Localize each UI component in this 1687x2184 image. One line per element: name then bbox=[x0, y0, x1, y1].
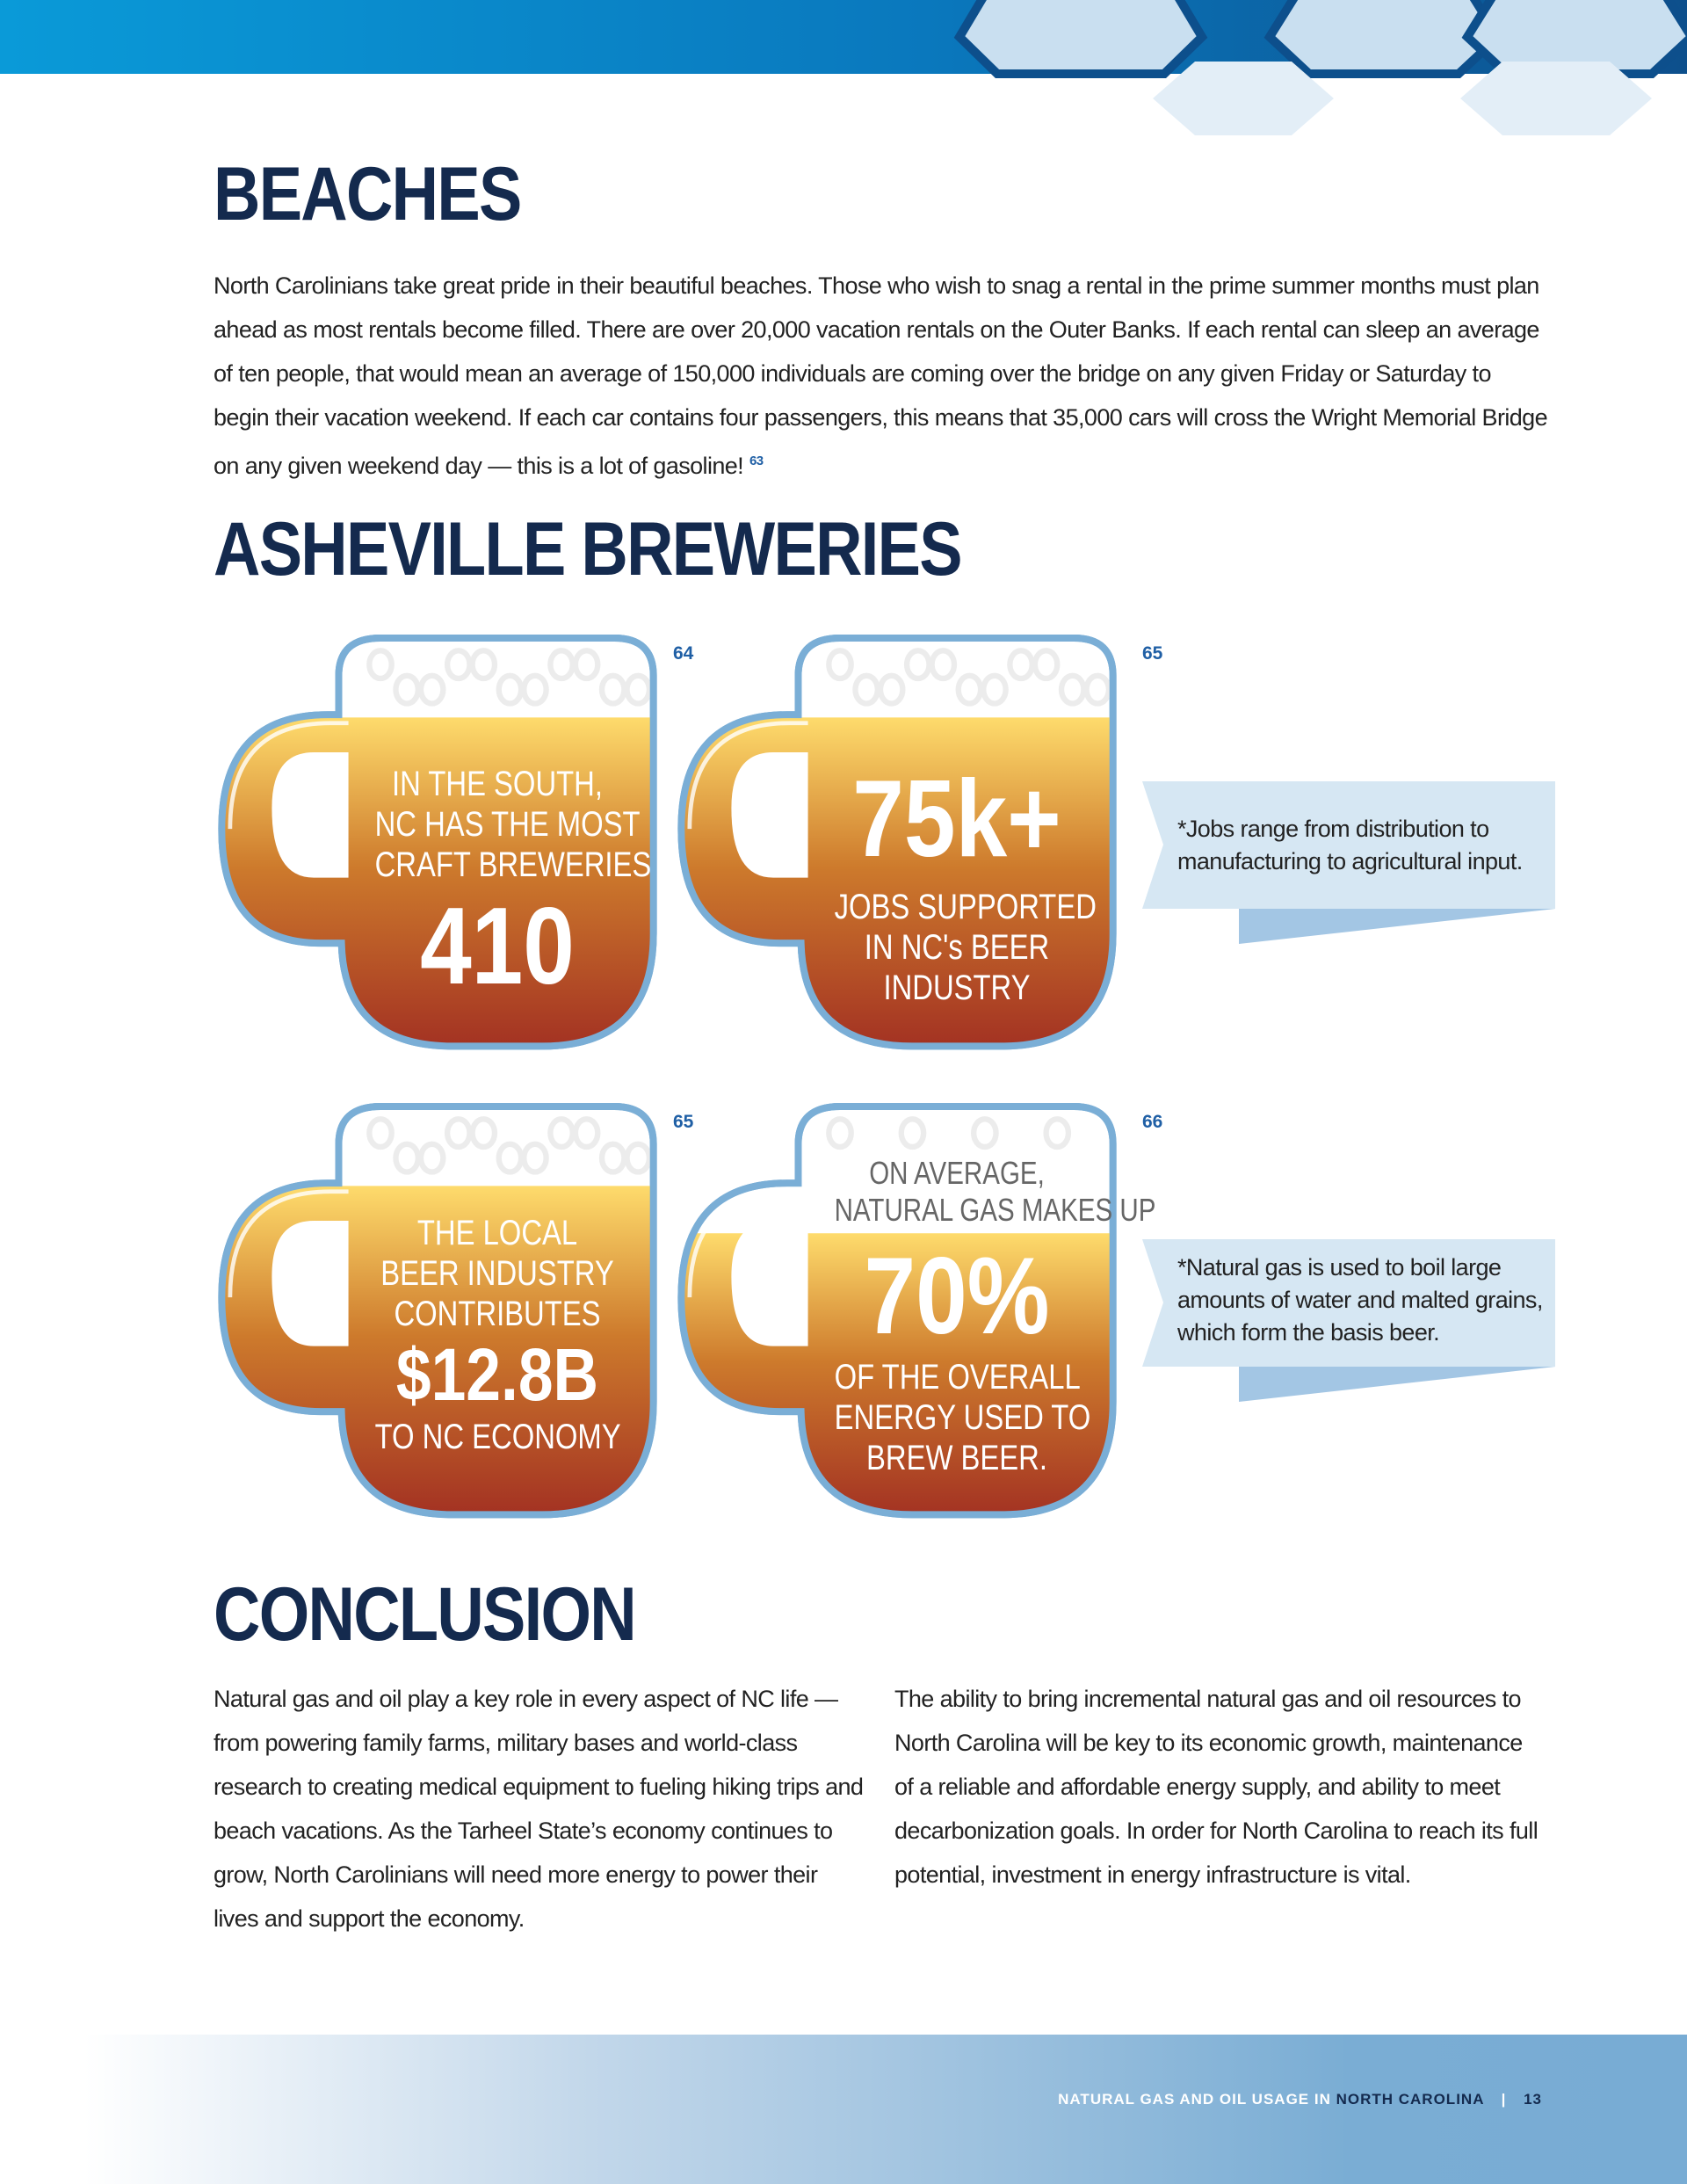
mug-infographic-jobs: 75k+ JOBS SUPPORTED IN NC's BEER INDUSTR… bbox=[676, 634, 1119, 1052]
footer-title-a: NATURAL GAS AND OIL USAGE IN bbox=[1058, 2091, 1331, 2108]
caption-line: CONTRIBUTES bbox=[394, 1295, 601, 1333]
foam-bubble bbox=[366, 1116, 395, 1150]
footnote-ref: 64 bbox=[673, 643, 694, 664]
caption-line: BREW BEER. bbox=[866, 1439, 1047, 1477]
foam-bubble bbox=[496, 672, 525, 707]
breweries-heading: ASHEVILLE BREWERIES bbox=[214, 507, 963, 591]
footnote-ref: 65 bbox=[1142, 643, 1163, 664]
foam-bubble bbox=[826, 648, 854, 682]
mug-infographic-economy: THE LOCAL BEER INDUSTRY CONTRIBUTES $12.… bbox=[216, 1102, 659, 1520]
caption-line: OF THE OVERALL bbox=[834, 1358, 1081, 1397]
hexagon-decoration bbox=[953, 0, 1687, 135]
mug-handle-hole bbox=[731, 751, 808, 878]
foam-bubble bbox=[1007, 648, 1035, 682]
footer-title: NATURAL GAS AND OIL USAGE IN NORTH CAROL… bbox=[1058, 2091, 1542, 2108]
footer-title-b: NORTH CAROLINA bbox=[1336, 2091, 1484, 2108]
foam-bubble bbox=[929, 648, 958, 682]
mug-caption-above: ON AVERAGE, NATURAL GAS MAKES UP bbox=[834, 1155, 1156, 1229]
foam-bubble bbox=[903, 648, 932, 682]
mug-infographic-craft-breweries: IN THE SOUTH, NC HAS THE MOST CRAFT BREW… bbox=[216, 634, 659, 1052]
mug-caption: JOBS SUPPORTED IN NC's BEER INDUSTRY bbox=[834, 887, 1097, 1008]
footnote-ref: 66 bbox=[1142, 1112, 1163, 1132]
note-text: *Jobs range from distribution to manufac… bbox=[1177, 816, 1523, 874]
caption-line: NATURAL GAS MAKES UP bbox=[834, 1192, 1156, 1228]
caption-line: IN NC's BEER bbox=[864, 928, 1050, 967]
foam-bubble bbox=[1043, 1116, 1072, 1150]
note-text: *Natural gas is used to boil large amoun… bbox=[1177, 1254, 1543, 1346]
note-ribbon-natural-gas: *Natural gas is used to boil large amoun… bbox=[1142, 1239, 1555, 1402]
beaches-paragraph: North Carolinians take great pride in th… bbox=[214, 264, 1549, 488]
stat-value: 410 bbox=[420, 886, 575, 1007]
foam-bubble bbox=[393, 1141, 421, 1175]
caption-line: BEER INDUSTRY bbox=[380, 1254, 614, 1293]
footnote-ref: 63 bbox=[749, 453, 764, 468]
mug-handle-hole bbox=[731, 1220, 808, 1346]
beer-mug-icon bbox=[677, 635, 1117, 1050]
foam-bubble bbox=[852, 672, 880, 707]
foam-bubble bbox=[444, 1116, 473, 1150]
foam-bubble bbox=[547, 1116, 576, 1150]
footer-band: NATURAL GAS AND OIL USAGE IN NORTH CAROL… bbox=[0, 2035, 1687, 2184]
mug-caption: OF THE OVERALL ENERGY USED TO BREW BEER. bbox=[834, 1357, 1091, 1478]
caption-line: CRAFT BREWERIES bbox=[374, 845, 652, 884]
caption-line: NC HAS THE MOST bbox=[374, 805, 641, 844]
foam-bubble bbox=[366, 648, 395, 682]
foam-bubble bbox=[898, 1116, 927, 1150]
caption-line: ENERGY USED TO bbox=[834, 1398, 1091, 1437]
foam-bubble bbox=[971, 1116, 999, 1150]
beaches-text: North Carolinians take great pride in th… bbox=[214, 272, 1548, 479]
beaches-heading: BEACHES bbox=[214, 152, 522, 236]
caption-line: INDUSTRY bbox=[883, 969, 1031, 1007]
foam-bubble bbox=[598, 1141, 627, 1175]
mug-infographic-energy: ON AVERAGE, NATURAL GAS MAKES UP 70% OF … bbox=[676, 1102, 1156, 1520]
foam-bubble bbox=[444, 648, 473, 682]
stat-value: 70% bbox=[864, 1236, 1050, 1357]
page-number: 13 bbox=[1524, 2091, 1542, 2108]
caption-line: ON AVERAGE, bbox=[869, 1155, 1045, 1191]
foam-bubble bbox=[1058, 672, 1087, 707]
foam-bubble bbox=[826, 1116, 854, 1150]
note-ribbon-jobs: *Jobs range from distribution to manufac… bbox=[1142, 781, 1555, 944]
foam-bubble bbox=[547, 648, 576, 682]
caption-line: JOBS SUPPORTED bbox=[834, 888, 1097, 926]
mug-caption: IN THE SOUTH, NC HAS THE MOST CRAFT BREW… bbox=[374, 764, 652, 885]
stat-value: $12.8B bbox=[395, 1333, 599, 1416]
foam-bubble bbox=[393, 672, 421, 707]
mug-caption: THE LOCAL BEER INDUSTRY CONTRIBUTES bbox=[375, 1213, 620, 1334]
conclusion-heading: CONCLUSION bbox=[214, 1572, 637, 1657]
footnote-ref: 65 bbox=[673, 1112, 694, 1132]
caption-line: IN THE SOUTH, bbox=[392, 765, 603, 803]
conclusion-column-1: Natural gas and oil play a key role in e… bbox=[214, 1686, 864, 1932]
mug-handle-hole bbox=[272, 1220, 349, 1346]
caption-line: TO NC ECONOMY bbox=[374, 1418, 621, 1456]
foam-bubble bbox=[598, 672, 627, 707]
footer-separator: | bbox=[1501, 2091, 1507, 2108]
caption-line: THE LOCAL bbox=[416, 1214, 578, 1252]
mug-handle-hole bbox=[272, 751, 349, 878]
conclusion-column-2: The ability to bring incremental natural… bbox=[894, 1686, 1539, 1888]
foam-bubble bbox=[955, 672, 984, 707]
stat-value: 75k+ bbox=[852, 758, 1061, 880]
foam-bubble bbox=[496, 1141, 525, 1175]
